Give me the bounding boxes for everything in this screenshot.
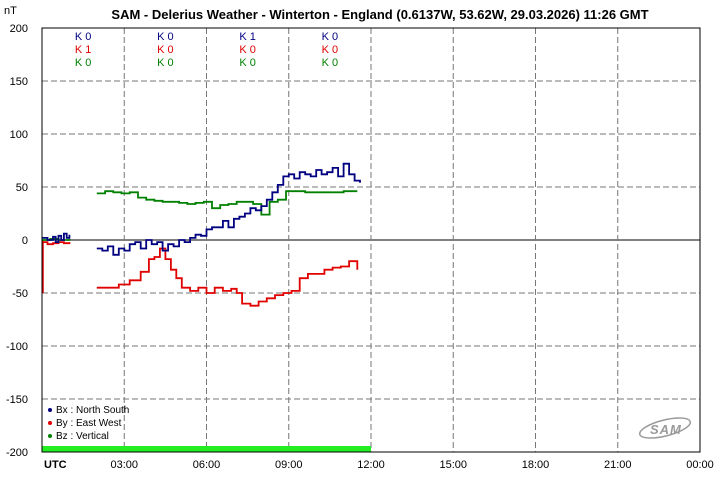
x-tick-label: 06:00 (193, 459, 221, 471)
k-index-value: K 1 (239, 31, 256, 43)
y-tick-label: -200 (6, 447, 28, 459)
legend-entry: By : East West (56, 418, 122, 429)
y-tick-label: 50 (16, 182, 28, 194)
series-layer (42, 162, 361, 307)
legend-marker (48, 408, 52, 412)
y-tick-label: 150 (10, 76, 28, 88)
sam-logo: SAM (638, 417, 692, 439)
legend-entry: Bz : Vertical (56, 431, 109, 442)
y-tick-labels: 200 150 100 50 0 -50 -100 -150 -200 (6, 23, 28, 459)
k-index-value: K 0 (322, 44, 339, 56)
x-tick-label: 09:00 (275, 459, 303, 471)
x-tick-label: 15:00 (439, 459, 467, 471)
y-tick-label: 200 (10, 23, 28, 35)
k-index-value: K 0 (239, 57, 256, 69)
k-index-value: K 0 (75, 57, 92, 69)
plot-frame (41, 27, 701, 453)
legend-entry: Bx : North South (56, 405, 129, 416)
legend-marker (48, 434, 52, 438)
k-index-value: K 0 (157, 31, 174, 43)
y-tick-label: -150 (6, 394, 28, 406)
series-line-bz (96, 190, 358, 216)
legend-marker (48, 421, 52, 425)
series-line-bx (96, 162, 361, 256)
series-line-bx (42, 232, 71, 243)
k-index-value: K 0 (157, 57, 174, 69)
x-tick-label: 18:00 (522, 459, 550, 471)
x-tick-label: 21:00 (604, 459, 632, 471)
data-coverage-bar (42, 446, 371, 452)
x-tick-labels: 03:00 06:00 09:00 12:00 15:00 18:00 21:00 00:00 (110, 459, 713, 471)
k-index-value: K 0 (322, 31, 339, 43)
y-tick-label: -100 (6, 341, 28, 353)
y-axis-unit-label: nT (4, 5, 17, 17)
k-index-value: K 0 (239, 44, 256, 56)
x-tick-label: 00:00 (686, 459, 714, 471)
k-index-value: K 0 (75, 31, 92, 43)
sam-logo-text: SAM (650, 422, 682, 437)
y-tick-label: 100 (10, 129, 28, 141)
y-tick-label: 0 (22, 235, 28, 247)
legend: Bx : North South By : East West Bz : Verti… (48, 405, 129, 442)
x-tick-label: 03:00 (110, 459, 138, 471)
k-index-value: K 1 (75, 44, 92, 56)
k-index-value: K 0 (157, 44, 174, 56)
series-line-by (96, 247, 359, 307)
k-index-value: K 0 (322, 57, 339, 69)
x-axis-label: UTC (44, 459, 67, 471)
chart-title: SAM - Delerius Weather - Winterton - Eng… (111, 7, 648, 22)
y-tick-label: -50 (12, 288, 28, 300)
series-line-by (42, 241, 71, 246)
x-tick-label: 12:00 (357, 459, 385, 471)
